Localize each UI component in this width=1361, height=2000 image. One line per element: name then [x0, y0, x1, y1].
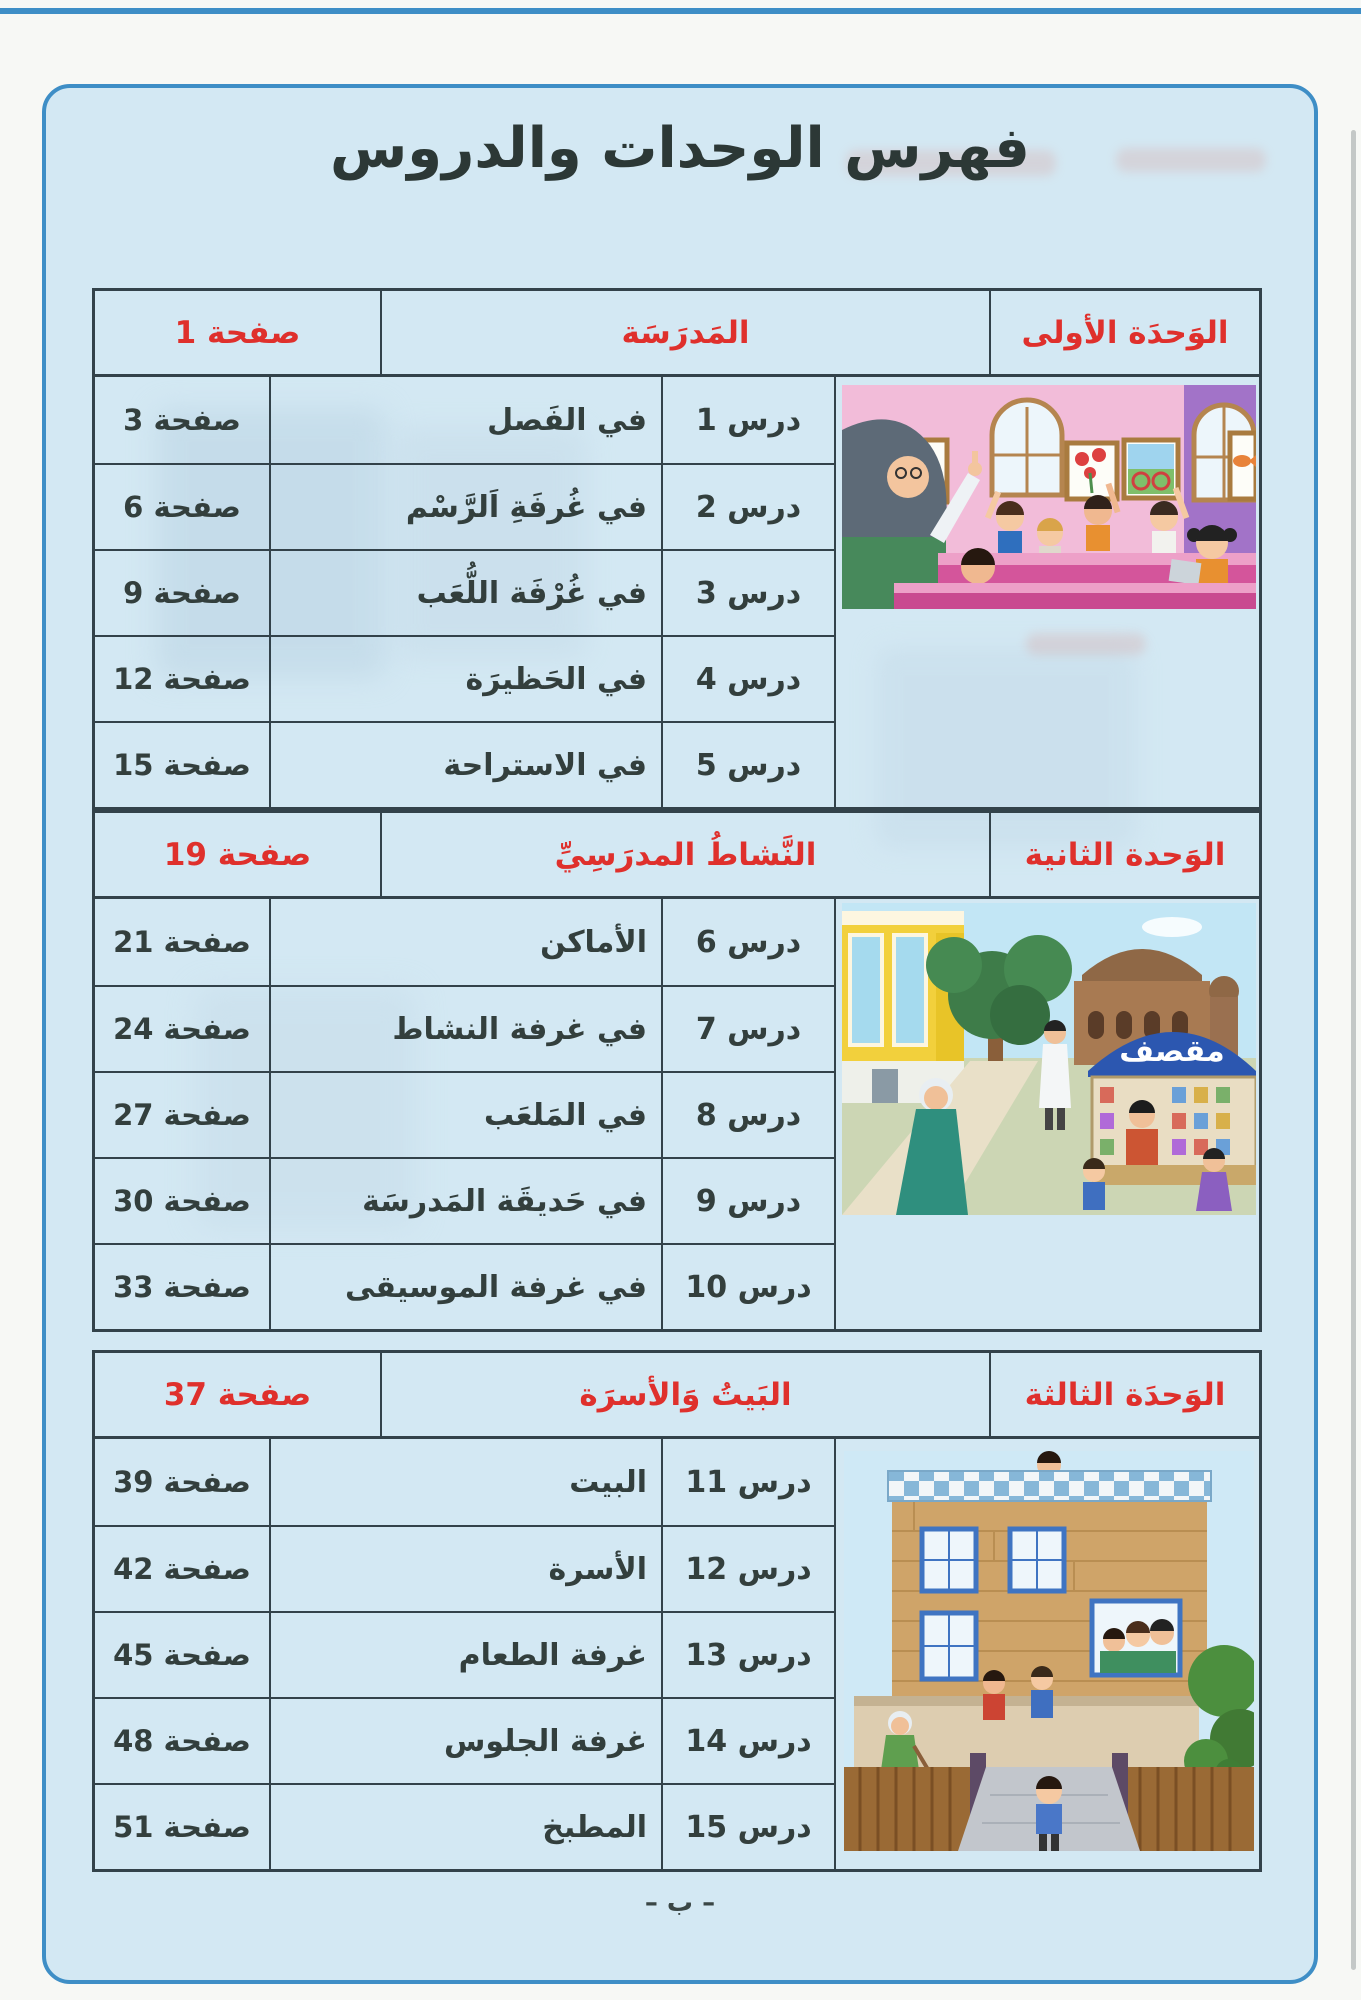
lesson-number: درس 5: [663, 721, 836, 807]
unit-2-start-page: صفحة 19: [95, 813, 382, 896]
unit-1-header-row: الوَحدَة الأولى المَدرَسَة صفحة 1: [92, 288, 1262, 374]
lesson-number: درس 15: [663, 1783, 836, 1869]
lesson-title: في المَلعَب: [271, 1071, 663, 1157]
school-canteen-street-illustration: مقصف: [842, 903, 1256, 1215]
bleed-through-artifact: [196, 988, 416, 1228]
unit-3-lessons: درس 11 البيت صفحة 39 درس 12 الأسرة صفحة …: [92, 1436, 1262, 1872]
lesson-number: درس 7: [663, 985, 836, 1071]
lesson-page: صفحة 12: [95, 635, 271, 721]
unit-2-illustration-cell: مقصف: [836, 899, 1259, 1329]
lesson-page: صفحة 45: [95, 1611, 271, 1697]
unit-3-topic: البَيتُ وَالأسرَة: [382, 1353, 991, 1436]
lesson-page: صفحة 42: [95, 1525, 271, 1611]
lesson-number: درس 14: [663, 1697, 836, 1783]
house-and-family-illustration: [844, 1451, 1254, 1851]
lesson-title: في حَديقَة المَدرسَة: [271, 1157, 663, 1243]
unit-1-topic: المَدرَسَة: [382, 291, 991, 374]
lesson-number: درس 4: [663, 635, 836, 721]
lesson-number: درس 11: [663, 1439, 836, 1525]
lesson-number: درس 1: [663, 377, 836, 463]
bleed-through-artifact: [1026, 633, 1146, 655]
bleed-through-artifact: [876, 648, 1136, 848]
lesson-title: غرفة الطعام: [271, 1611, 663, 1697]
lesson-page: صفحة 51: [95, 1783, 271, 1869]
bleed-through-artifact: [156, 408, 386, 678]
lesson-title: غرفة الجلوس: [271, 1697, 663, 1783]
lesson-number: درس 12: [663, 1525, 836, 1611]
unit-1-illustration-cell: [836, 377, 1259, 807]
canteen-sign-text: مقصف: [1119, 1034, 1224, 1069]
lesson-title: الأسرة: [271, 1525, 663, 1611]
classroom-scene-illustration: [842, 385, 1256, 609]
lesson-page: صفحة 3: [95, 377, 271, 463]
unit-2-lessons: مقصف: [92, 896, 1262, 1332]
unit-2-header-row: الوَحدة الثانية النَّشاطُ المدرَسِيِّ صف…: [92, 810, 1262, 896]
bleed-through-artifact: [846, 150, 1056, 176]
lesson-page: صفحة 48: [95, 1697, 271, 1783]
unit-1-lessons: درس 1 في الفَصل صفحة 3 درس 2 في غُرفَةِ …: [92, 374, 1262, 810]
page-title: فهرس الوحدات والدروس: [330, 116, 1030, 181]
lesson-title: في الاستراحة: [271, 721, 663, 807]
lesson-page: صفحة 33: [95, 1243, 271, 1329]
top-edge-line: [0, 8, 1361, 14]
lesson-title: المطبخ: [271, 1783, 663, 1869]
page-edge-shadow: [1351, 130, 1356, 1970]
lesson-number: درس 13: [663, 1611, 836, 1697]
unit-3-header-row: الوَحدَة الثالثة البَيتُ وَالأسرَة صفحة …: [92, 1350, 1262, 1436]
lesson-number: درس 9: [663, 1157, 836, 1243]
unit-3-illustration-cell: [836, 1439, 1259, 1869]
lesson-page: صفحة 21: [95, 899, 271, 985]
unit-3-start-page: صفحة 37: [95, 1353, 382, 1436]
lesson-page: صفحة 6: [95, 463, 271, 549]
lesson-number: درس 8: [663, 1071, 836, 1157]
unit-2-name: الوَحدة الثانية: [1024, 836, 1226, 873]
toc-table: الوَحدَة الأولى المَدرَسَة صفحة 1: [92, 288, 1262, 1872]
lesson-page: صفحة 27: [95, 1071, 271, 1157]
lesson-title: في غرفة النشاط: [271, 985, 663, 1071]
lesson-number: درس 2: [663, 463, 836, 549]
lesson-title: في غُرْفَة اللُّعَب: [271, 549, 663, 635]
unit-3-name: الوَحدَة الثالثة: [1024, 1376, 1226, 1413]
lesson-page: صفحة 15: [95, 721, 271, 807]
lesson-number: درس 10: [663, 1243, 836, 1329]
lesson-title: في الحَظيرَة: [271, 635, 663, 721]
lesson-page: صفحة 39: [95, 1439, 271, 1525]
lesson-page: صفحة 24: [95, 985, 271, 1071]
unit-2-topic: النَّشاطُ المدرَسِيِّ: [382, 813, 991, 896]
lesson-title: في غرفة الموسيقى: [271, 1243, 663, 1329]
page-number-marker: – ب –: [644, 1888, 716, 1918]
unit-1-start-page: صفحة 1: [95, 291, 382, 374]
bleed-through-artifact: [1116, 148, 1266, 172]
lesson-title: في الفَصل: [271, 377, 663, 463]
lesson-page: صفحة 30: [95, 1157, 271, 1243]
lesson-title: في غُرفَةِ اَلرَّسْم: [271, 463, 663, 549]
lesson-title: البيت: [271, 1439, 663, 1525]
unit-1-name: الوَحدَة الأولى: [1021, 314, 1229, 351]
lesson-page: صفحة 9: [95, 549, 271, 635]
page-frame: فهرس الوحدات والدروس الوَحدَة الأولى الم…: [42, 84, 1318, 1984]
bleed-through-artifact: [396, 428, 586, 658]
lesson-number: درس 3: [663, 549, 836, 635]
lesson-number: درس 6: [663, 899, 836, 985]
lesson-title: الأماكن: [271, 899, 663, 985]
